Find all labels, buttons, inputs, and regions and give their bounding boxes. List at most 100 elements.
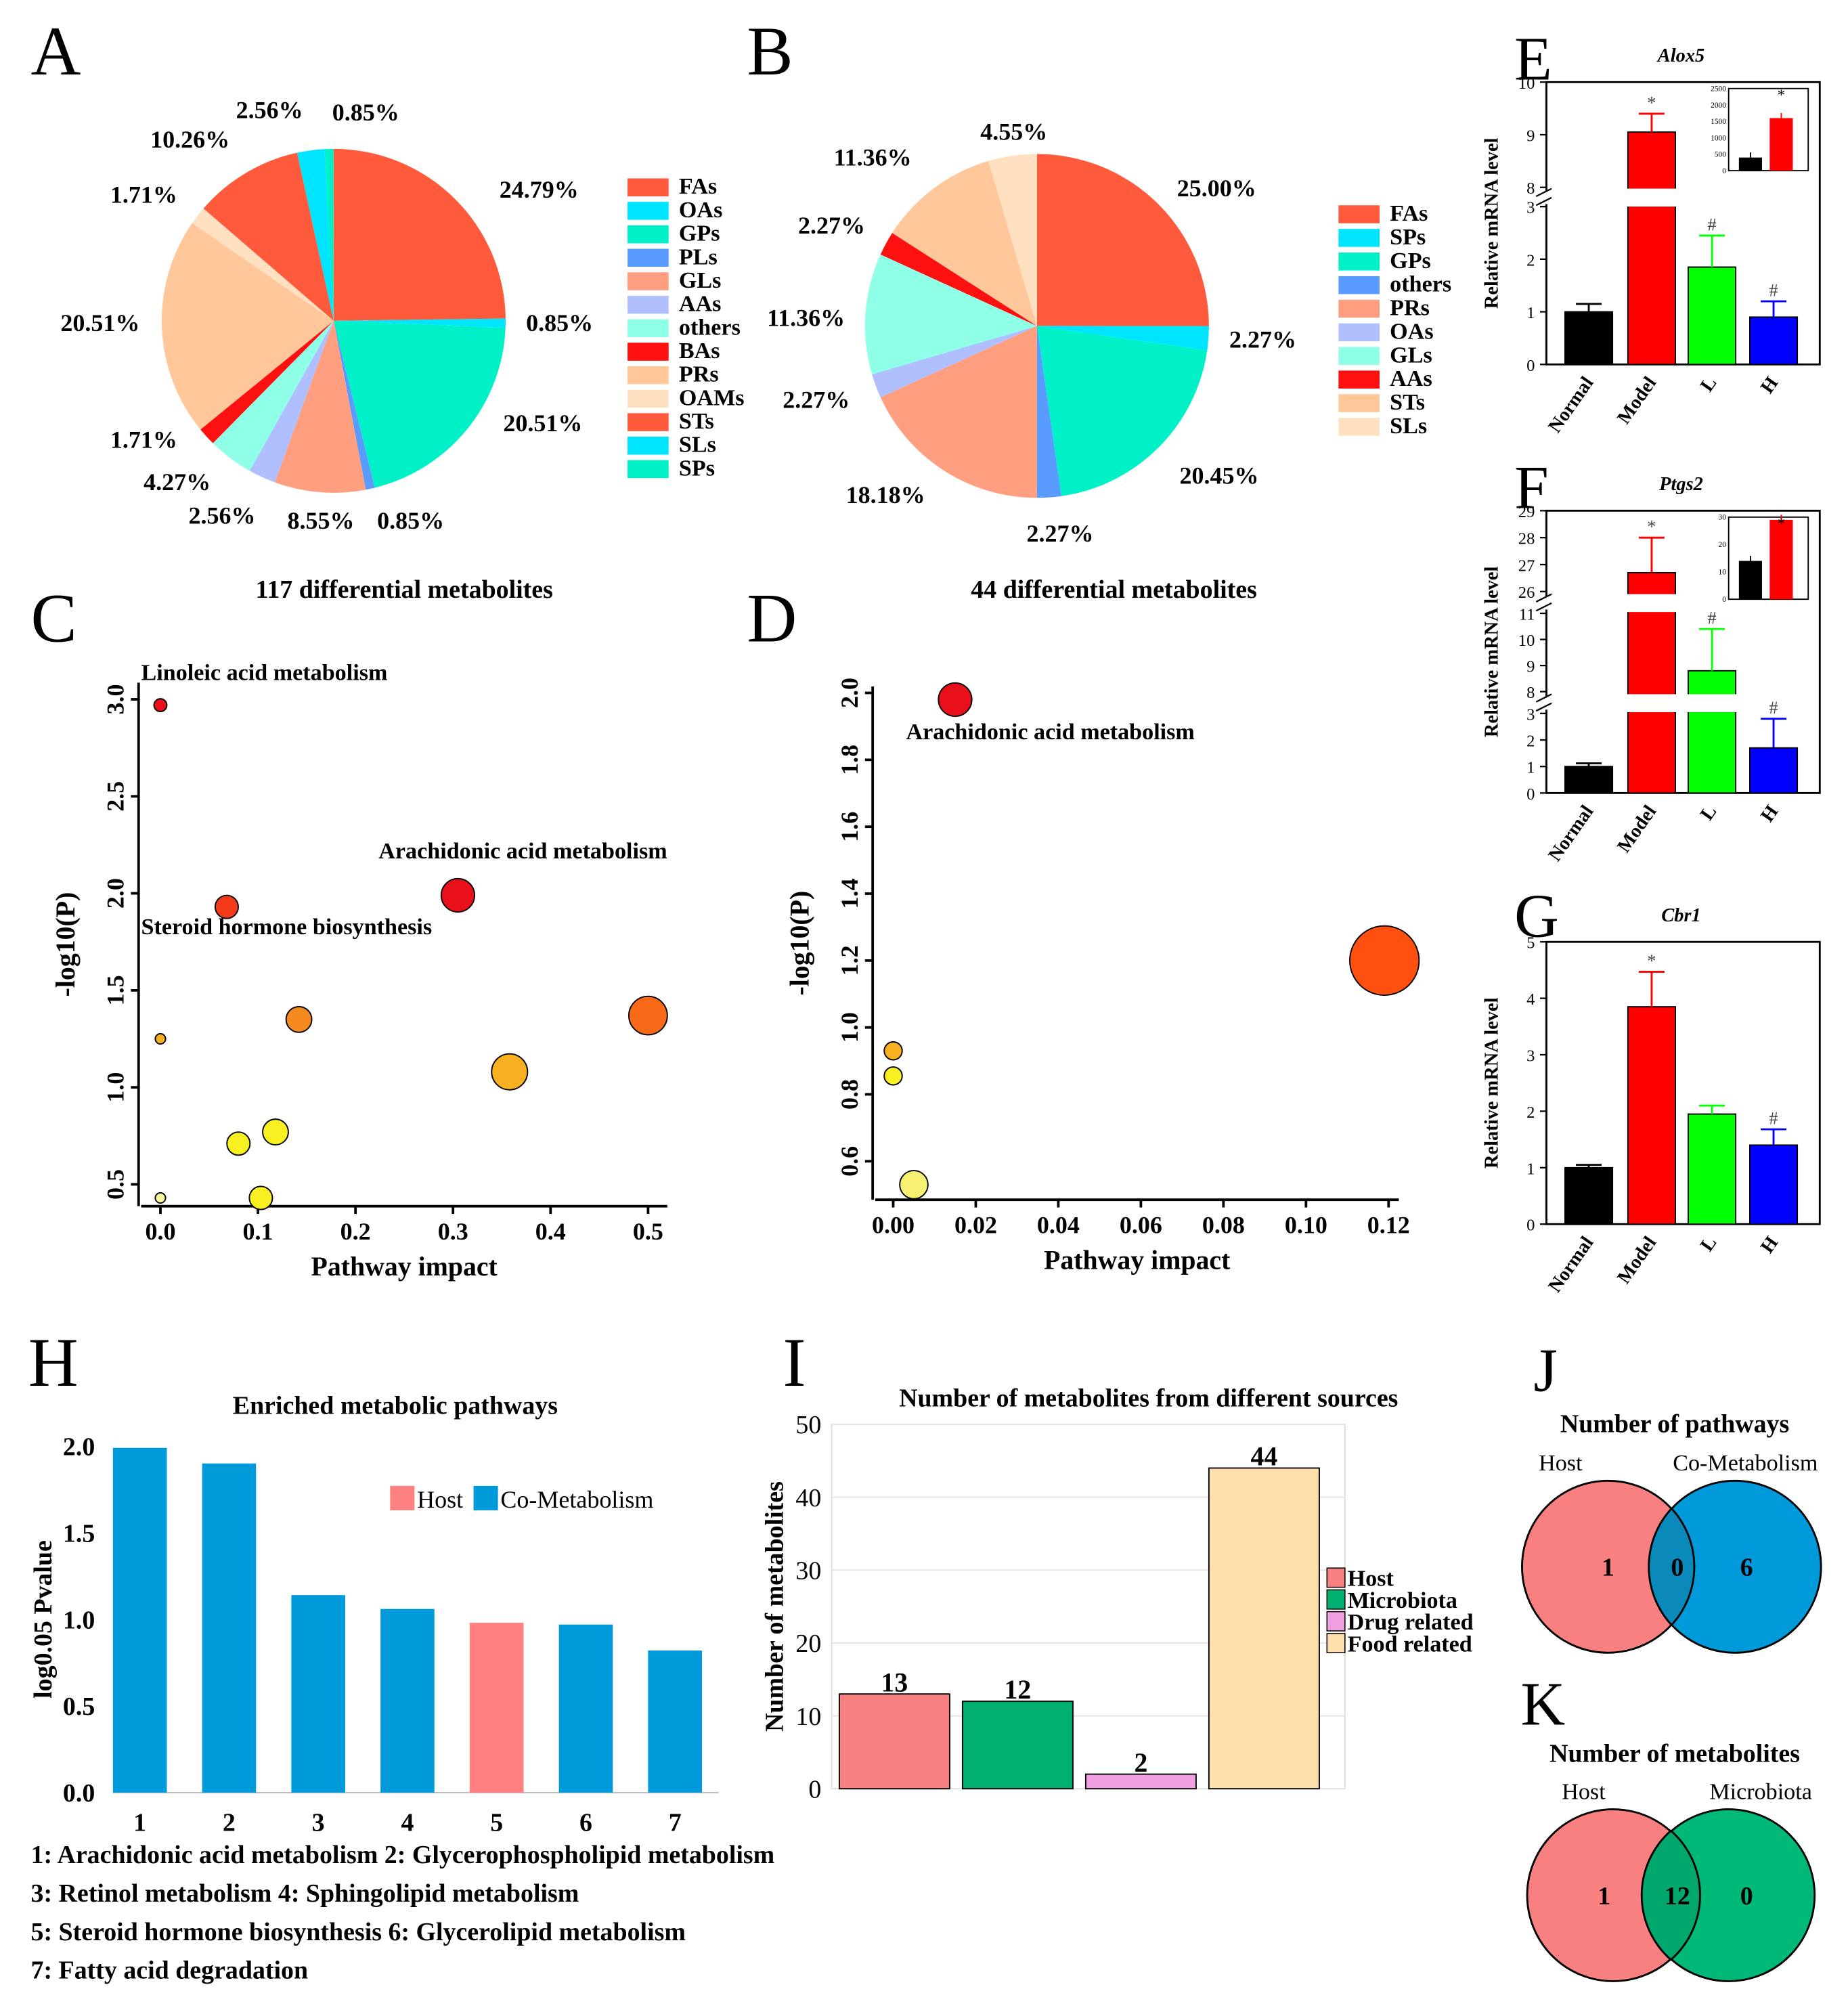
y-tick-label: 2 — [1526, 251, 1535, 269]
pie-label-sts: 10.26% — [150, 126, 229, 153]
y-tick-label: 0.8 — [836, 1079, 863, 1110]
bar-model — [1627, 131, 1676, 366]
bar-value-label: 44 — [1250, 1442, 1277, 1472]
significance-mark: # — [1707, 608, 1716, 628]
legend-label-fas: FAs — [1390, 201, 1428, 226]
pie-slice-sps — [324, 148, 334, 321]
legend-label-aas: AAs — [1390, 366, 1432, 391]
y-tick-label: 50 — [795, 1411, 821, 1439]
pie-slice-oams — [192, 208, 334, 321]
venn-diagram-k: 1 12 0 — [1526, 1808, 1816, 1982]
bar-chart-h: 0.0 0.5 1.0 1.5 2.0 log0.05 Pvalue 1 2 3 4 5 6 7 Host… — [29, 1433, 719, 1837]
pie-slice-gls — [274, 320, 366, 493]
x-tick-label: Model — [1613, 802, 1660, 856]
bubble-point — [153, 698, 168, 713]
y-tick-label: 3 — [1526, 199, 1535, 217]
y-tick-label: 2.0 — [836, 678, 863, 708]
pie-slice-bas — [200, 320, 334, 443]
pie-label-fas: 24.79% — [500, 176, 579, 203]
panel-letter-i: I — [783, 1325, 806, 1401]
plot-frame — [1545, 81, 1821, 366]
y-tick-label: 8 — [1526, 684, 1535, 702]
legend-swatch-oas — [628, 202, 669, 220]
pie-chart-b: 25.00% 2.27% 20.45% 2.27% 18.18% 2.27% 11.36% 2… — [767, 118, 1451, 547]
pie-label-bas: 1.71% — [110, 427, 177, 454]
y-tick-label: 1.0 — [836, 1012, 863, 1043]
pie-slice-sts — [892, 160, 1037, 326]
y-tick-label: 1.6 — [836, 812, 863, 842]
legend-label-others: others — [1390, 272, 1451, 297]
inset-bar — [1769, 118, 1793, 171]
inset-tick-label: 0 — [1722, 167, 1726, 175]
y-tick-label: 20 — [795, 1630, 821, 1658]
bar-value-label: 13 — [881, 1667, 908, 1697]
x-tick-label: 0.06 — [1120, 1211, 1162, 1238]
significance-mark: # — [1769, 697, 1778, 718]
legend-swatch-others — [1338, 276, 1380, 294]
legend-swatch-prs — [1338, 299, 1380, 318]
bar-break-gap — [1626, 594, 1677, 613]
x-tick-label: Normal — [1545, 373, 1598, 437]
bubble-chart-c: 0.0 0.1 0.2 0.3 0.4 0.5 0.5 1.0 1.5 2.0 2.5 3.0 Path… — [51, 682, 668, 1282]
chart-i-title: Number of metabolites from different sou… — [899, 1384, 1398, 1412]
bar-h — [1749, 1144, 1799, 1225]
x-tick-label: H — [1757, 1233, 1782, 1257]
pie-slice-sls — [988, 154, 1037, 326]
x-tick-label: 0.2 — [340, 1218, 371, 1245]
bar-pathway-4 — [380, 1609, 435, 1793]
x-tick-label: 0.12 — [1367, 1211, 1410, 1238]
venn-k-right-label: Microbiota — [1709, 1779, 1812, 1804]
significance-mark: * — [1647, 517, 1656, 537]
pie-slice-oas — [872, 326, 1037, 397]
legend-label-co-metabolism: Co-Metabolism — [500, 1486, 653, 1513]
legend-swatch-gls — [628, 272, 669, 290]
legend-label-gps: GPs — [679, 221, 720, 246]
bar-chart-e: Alox5 Relative mRNA level 0 1 2 38 9 10 Normal * M… — [1481, 45, 1821, 437]
pie-slice-gps — [333, 320, 506, 488]
pie-label-gls: 8.55% — [287, 507, 354, 534]
x-tick-label: 0.10 — [1285, 1211, 1327, 1238]
bar-l — [1688, 1113, 1737, 1225]
pie-b-caption: 44 differential metabolites — [971, 575, 1257, 604]
bubble-point — [899, 1170, 929, 1200]
significance-mark: * — [1647, 950, 1656, 971]
legend-label-sps: SPs — [1390, 225, 1426, 250]
legend-swatch-bas — [628, 343, 669, 361]
legend-label-sts: STs — [1390, 390, 1425, 415]
pie-slice-sts — [203, 152, 334, 321]
legend-swatch-food-related — [1326, 1633, 1346, 1654]
x-tick-label: 0.1 — [243, 1218, 273, 1245]
y-tick-label: 3 — [1526, 705, 1535, 724]
bubble-point — [214, 894, 239, 919]
x-tick-label: 0.3 — [438, 1218, 468, 1245]
legend-label-gls: GLs — [1390, 343, 1432, 368]
inset-significance-mark: * — [1778, 515, 1785, 532]
inset-bar — [1738, 157, 1762, 171]
legend-label-sls: SLs — [679, 433, 716, 458]
y-tick-label: 30 — [795, 1556, 821, 1585]
pie-slice-fas — [1036, 154, 1209, 326]
bar-chart-g: Cbr1 Relative mRNA level 0 1 2 3 4 5 Normal * Mode… — [1481, 905, 1821, 1296]
pie-label-aas: 2.27% — [798, 212, 865, 239]
legend-label-host: Host — [1348, 1567, 1394, 1592]
panel-letter-b: B — [747, 14, 793, 90]
bar-break-gap — [1626, 188, 1677, 207]
legend-swatch-gls — [1338, 347, 1380, 366]
legend-swatch-prs — [628, 366, 669, 385]
y-tick-label: 1.5 — [63, 1519, 95, 1548]
significance-mark: # — [1769, 1108, 1778, 1129]
legend-label-microbiota: Microbiota — [1348, 1588, 1457, 1613]
inset-tick-label: 30 — [1719, 514, 1727, 522]
y-tick-label: 2.0 — [63, 1433, 95, 1461]
x-tick-label: L — [1696, 1233, 1721, 1255]
bubble-point — [248, 1185, 273, 1210]
x-tick-label: Normal — [1545, 1233, 1598, 1296]
bar-break-gap — [1626, 694, 1677, 712]
legend-label-prs: PRs — [679, 362, 719, 387]
x-tick-label: 6 — [579, 1809, 592, 1837]
y-tick-label: 2 — [1526, 1103, 1535, 1122]
axis-break — [1535, 593, 1552, 612]
bar-l — [1688, 670, 1737, 794]
bar-microbiota — [961, 1701, 1074, 1790]
inset-bar — [1738, 561, 1762, 600]
